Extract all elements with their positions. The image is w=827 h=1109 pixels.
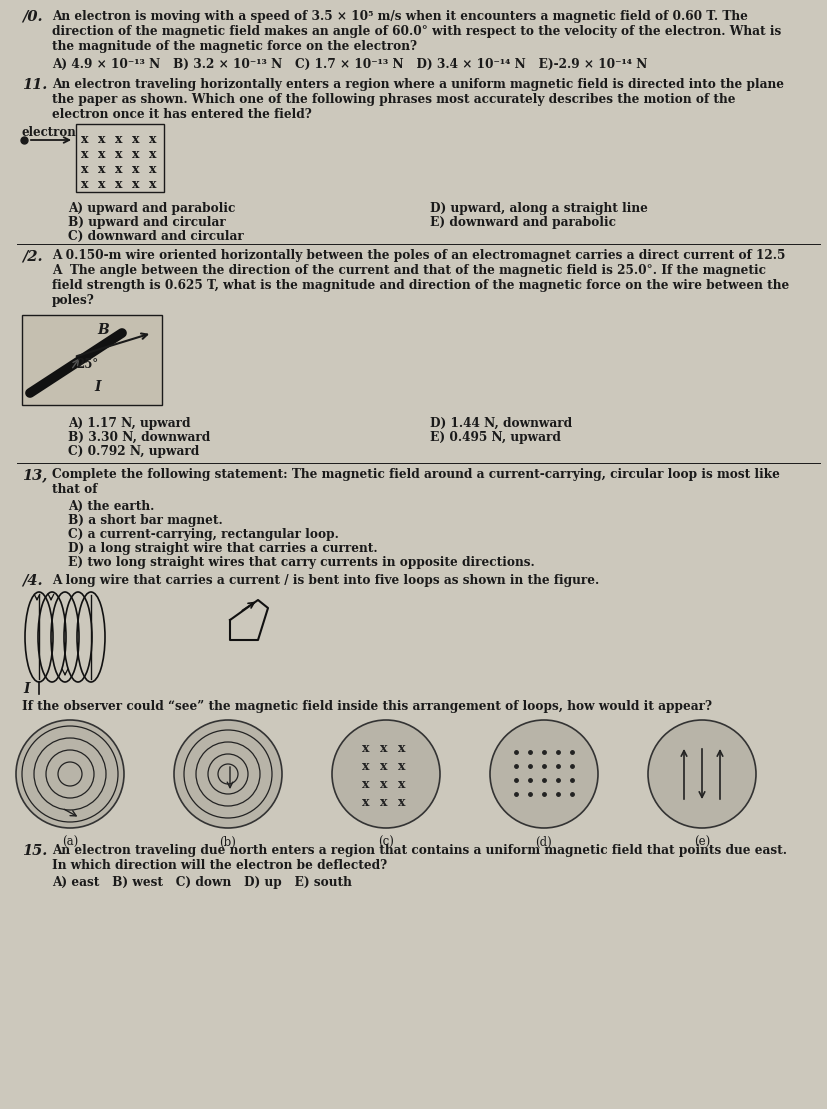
Text: x: x <box>398 742 405 754</box>
Text: A long wire that carries a current / is bent into five loops as shown in the fig: A long wire that carries a current / is … <box>52 574 599 587</box>
Circle shape <box>332 720 439 828</box>
Text: B) upward and circular: B) upward and circular <box>68 216 226 228</box>
Text: x: x <box>398 760 405 773</box>
Text: C) a current-carrying, rectangular loop.: C) a current-carrying, rectangular loop. <box>68 528 338 541</box>
Text: x: x <box>132 133 140 146</box>
Text: D) a long straight wire that carries a current.: D) a long straight wire that carries a c… <box>68 542 377 554</box>
Text: C) 0.792 N, upward: C) 0.792 N, upward <box>68 445 199 458</box>
Text: x: x <box>380 742 387 754</box>
Text: A 0.150-m wire oriented horizontally between the poles of an electromagnet carri: A 0.150-m wire oriented horizontally bet… <box>52 250 788 307</box>
Text: x: x <box>149 179 156 191</box>
Text: x: x <box>398 777 405 791</box>
Text: I: I <box>94 380 100 394</box>
Text: x: x <box>362 777 370 791</box>
Text: An electron traveling due north enters a region that contains a uniform magnetic: An electron traveling due north enters a… <box>52 844 786 872</box>
Text: A) the earth.: A) the earth. <box>68 500 154 513</box>
Text: A) 4.9 × 10⁻¹³ N   B) 3.2 × 10⁻¹³ N   C) 1.7 × 10⁻¹³ N   D) 3.4 × 10⁻¹⁴ N   E)-2: A) 4.9 × 10⁻¹³ N B) 3.2 × 10⁻¹³ N C) 1.7… <box>52 58 647 71</box>
Text: x: x <box>132 163 140 176</box>
Text: E) two long straight wires that carry currents in opposite directions.: E) two long straight wires that carry cu… <box>68 556 534 569</box>
Text: /2.: /2. <box>22 250 42 263</box>
Bar <box>22 315 162 405</box>
Text: x: x <box>98 179 106 191</box>
Text: A) 1.17 N, upward: A) 1.17 N, upward <box>68 417 190 430</box>
Text: x: x <box>380 777 387 791</box>
Circle shape <box>490 720 597 828</box>
Text: x: x <box>115 179 122 191</box>
Text: (b): (b) <box>219 836 237 849</box>
Text: An electron traveling horizontally enters a region where a uniform magnetic fiel: An electron traveling horizontally enter… <box>52 78 783 121</box>
Text: x: x <box>398 795 405 808</box>
Text: x: x <box>132 147 140 161</box>
Text: An electron is moving with a speed of 3.5 × 10⁵ m/s when it encounters a magneti: An electron is moving with a speed of 3.… <box>52 10 781 53</box>
Circle shape <box>174 720 282 828</box>
Text: x: x <box>115 163 122 176</box>
Text: electron: electron <box>22 126 77 139</box>
Text: 15.: 15. <box>22 844 47 858</box>
Text: 13,: 13, <box>22 468 47 482</box>
Text: (d): (d) <box>535 836 552 849</box>
Text: B) a short bar magnet.: B) a short bar magnet. <box>68 513 222 527</box>
Text: x: x <box>98 133 106 146</box>
Text: x: x <box>149 163 156 176</box>
Text: B: B <box>97 323 108 337</box>
Text: x: x <box>81 133 88 146</box>
Text: x: x <box>115 147 122 161</box>
Text: x: x <box>98 163 106 176</box>
Text: x: x <box>362 760 370 773</box>
Text: x: x <box>362 795 370 808</box>
Text: E) downward and parabolic: E) downward and parabolic <box>429 216 615 228</box>
Text: (e): (e) <box>693 836 710 849</box>
Text: x: x <box>380 760 387 773</box>
Text: x: x <box>132 179 140 191</box>
Text: x: x <box>115 133 122 146</box>
Text: /0.: /0. <box>22 10 42 24</box>
Text: x: x <box>98 147 106 161</box>
Circle shape <box>16 720 124 828</box>
Circle shape <box>648 720 755 828</box>
Text: C) downward and circular: C) downward and circular <box>68 230 243 243</box>
Text: 11.: 11. <box>22 78 47 92</box>
Bar <box>76 124 164 192</box>
Text: x: x <box>149 133 156 146</box>
Text: (c): (c) <box>378 836 394 849</box>
Text: If the observer could “see” the magnetic field inside this arrangement of loops,: If the observer could “see” the magnetic… <box>22 700 711 713</box>
Text: I: I <box>23 682 30 696</box>
Text: (a): (a) <box>62 836 78 849</box>
Text: Complete the following statement: The magnetic field around a current-carrying, : Complete the following statement: The ma… <box>52 468 779 496</box>
Text: x: x <box>81 163 88 176</box>
Text: x: x <box>380 795 387 808</box>
Text: D) upward, along a straight line: D) upward, along a straight line <box>429 202 647 215</box>
Text: A) upward and parabolic: A) upward and parabolic <box>68 202 235 215</box>
Text: B) 3.30 N, downward: B) 3.30 N, downward <box>68 431 210 444</box>
Text: A) east   B) west   C) down   D) up   E) south: A) east B) west C) down D) up E) south <box>52 876 351 889</box>
Text: 25°: 25° <box>76 358 98 372</box>
Text: /4.: /4. <box>22 574 42 588</box>
Text: x: x <box>362 742 370 754</box>
Text: x: x <box>149 147 156 161</box>
Text: D) 1.44 N, downward: D) 1.44 N, downward <box>429 417 571 430</box>
Text: x: x <box>81 147 88 161</box>
Text: x: x <box>81 179 88 191</box>
Text: E) 0.495 N, upward: E) 0.495 N, upward <box>429 431 560 444</box>
